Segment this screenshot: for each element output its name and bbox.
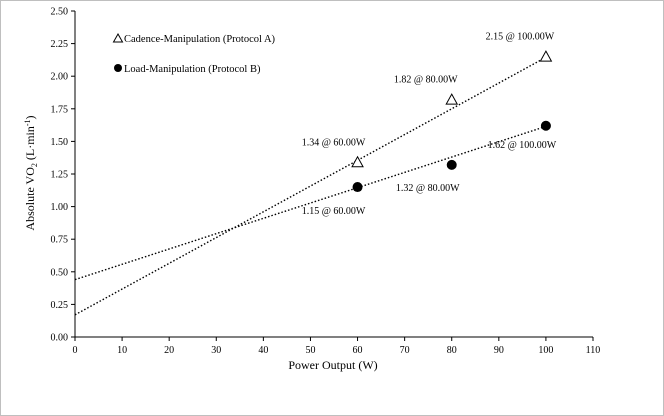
data-label: 1.15 @ 60.00W <box>302 206 366 217</box>
x-tick-labels: 0 10 20 30 40 50 60 70 80 90 100 110 <box>73 345 601 356</box>
legend-label-load: Load-Manipulation (Protocol B) <box>124 64 261 75</box>
data-label: 2.15 @ 100.00W <box>486 32 555 43</box>
x-tick-label: 10 <box>117 345 127 356</box>
x-tick-label: 20 <box>164 345 174 356</box>
y-axis-title-main: Absolute VO <box>23 167 37 231</box>
x-tick-label: 30 <box>211 345 221 356</box>
y-tick-label: 1.25 <box>51 170 69 181</box>
data-point-triangle <box>445 93 459 105</box>
y-axis-title-superscript: -1 <box>23 119 32 126</box>
y-tick-label: 1.75 <box>51 104 69 115</box>
data-label: 1.34 @ 60.00W <box>302 137 366 148</box>
y-tick-label: 0.75 <box>51 235 69 246</box>
data-point-circle <box>540 120 551 131</box>
axes <box>71 10 594 341</box>
x-tick-label: 60 <box>353 345 363 356</box>
legend-label-cadence: Cadence-Manipulation (Protocol A) <box>124 34 276 45</box>
data-labels: 1.34 @ 60.00W 1.82 @ 80.00W 2.15 @ 100.00W… <box>302 32 557 217</box>
data-label: 1.32 @ 80.00W <box>396 183 460 194</box>
trendline-series-0 <box>74 56 547 316</box>
legend-triangle-marker <box>112 32 124 43</box>
y-tick-label: 1.50 <box>51 137 69 148</box>
legend-item-cadence: Cadence-Manipulation (Protocol A) <box>112 32 276 45</box>
x-tick-label: 50 <box>305 345 315 356</box>
legend: Cadence-Manipulation (Protocol A) Load-M… <box>112 32 276 75</box>
data-label: 1.82 @ 80.00W <box>394 75 458 86</box>
y-tick-label: 0.00 <box>51 333 69 344</box>
x-tick-label: 110 <box>586 345 601 356</box>
y-tick-label: 0.50 <box>51 267 69 278</box>
x-tick-label: 0 <box>73 345 78 356</box>
data-point-triangle <box>539 50 553 62</box>
x-tick-label: 80 <box>447 345 457 356</box>
legend-circle-marker <box>114 64 122 72</box>
x-tick-label: 90 <box>494 345 504 356</box>
y-axis-title-unit: (L·min <box>23 126 37 163</box>
legend-item-load: Load-Manipulation (Protocol B) <box>114 64 261 75</box>
x-tick-label: 40 <box>258 345 268 356</box>
trendline-series-1 <box>74 125 547 281</box>
trendlines <box>74 56 547 316</box>
y-tick-label: 2.50 <box>51 7 69 18</box>
y-axis-title-unit-close: ) <box>23 115 37 119</box>
x-axis-title: Power Output (W) <box>288 358 377 372</box>
data-point-circle <box>352 182 363 193</box>
data-point-circle <box>446 159 457 170</box>
y-tick-label: 1.00 <box>51 202 69 213</box>
y-tick-label: 2.00 <box>51 72 69 83</box>
data-label: 1.62 @ 100.00W <box>488 140 557 151</box>
y-axis-title-subscript: 2 <box>30 163 39 167</box>
y-tick-labels: 0.00 0.25 0.50 0.75 1.00 1.25 1.50 1.75 2.00 2.25… <box>51 7 69 344</box>
data-markers <box>351 50 553 193</box>
x-tick-label: 70 <box>400 345 410 356</box>
y-tick-label: 0.25 <box>51 300 69 311</box>
x-tick-label: 100 <box>538 345 553 356</box>
data-point-triangle <box>351 155 364 168</box>
y-axis-title: Absolute VO2 (L·min-1) <box>23 115 39 230</box>
y-tick-label: 2.25 <box>51 39 69 50</box>
